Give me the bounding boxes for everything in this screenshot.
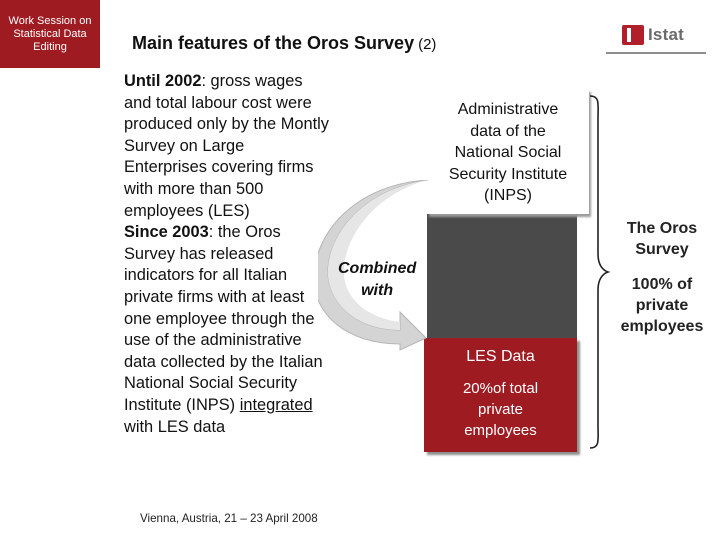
- les-data-title: LES Data: [466, 348, 535, 365]
- admin-data-line-2: data of the: [470, 122, 546, 140]
- oros-survey-label: The Oros Survey: [608, 218, 716, 260]
- slide-title: Main features of the Oros Survey (2): [132, 33, 436, 54]
- oros-coverage-line-3: employees: [620, 318, 704, 335]
- combined-with-label: Combined with: [338, 258, 416, 302]
- oros-coverage-line-1: 100% of: [631, 276, 693, 293]
- admin-data-line-1: Administrative: [457, 101, 559, 118]
- body-lead-2003: Since 2003: [124, 223, 209, 242]
- right-brace-icon: [589, 95, 611, 449]
- istat-logo-icon: [622, 25, 644, 45]
- body-text: Until 2002: gross wages and total labour…: [124, 71, 329, 438]
- footer-text: Vienna, Austria, 21 – 23 April 2008: [140, 512, 318, 525]
- body-text-tail: with LES data: [124, 417, 226, 436]
- session-tab-line-1: Work Session on: [8, 14, 92, 27]
- session-tab: Work Session on Statistical Data Editing: [0, 0, 100, 68]
- admin-data-line-4: Security Institute: [448, 165, 568, 183]
- slide-title-suffix: (2): [418, 36, 437, 53]
- curved-arrow-icon: [318, 180, 429, 351]
- body-text-2003: : the Oros Survey has released indicator…: [124, 223, 323, 414]
- istat-logo-text: Istat: [648, 25, 684, 44]
- istat-logo: Istat: [622, 24, 684, 46]
- oros-coverage-label: 100% of private employees: [608, 274, 716, 337]
- les-data-sub: 20%of total private employees: [424, 378, 577, 441]
- session-tab-line-3: Editing: [33, 40, 67, 53]
- body-lead-2002: Until 2002: [124, 72, 202, 90]
- oros-coverage-line-2: private: [635, 297, 689, 314]
- les-sub-line-2: private: [477, 401, 524, 418]
- connector-panel: [427, 214, 577, 338]
- combined-label-line-2: with: [361, 282, 394, 299]
- admin-data-box: Administrative data of the National Soci…: [427, 89, 589, 214]
- header-rule: [606, 52, 706, 54]
- oros-label-line-1: The Oros: [626, 220, 698, 237]
- les-data-box: LES Data 20%of total private employees: [424, 338, 577, 452]
- body-text-2002: : gross wages and total labour cost were…: [124, 72, 330, 220]
- session-tab-line-2: Statistical Data: [13, 27, 87, 40]
- oros-label-line-2: Survey: [635, 241, 689, 258]
- combined-label-line-1: Combined: [338, 260, 417, 277]
- les-sub-line-1: 20%of total: [462, 380, 539, 397]
- admin-data-line-5: (INPS): [484, 187, 532, 205]
- body-underlined-word: integrated: [239, 395, 313, 414]
- admin-data-line-3: National Social: [454, 144, 562, 162]
- slide-title-text: Main features of the Oros Survey: [132, 33, 415, 53]
- les-sub-line-3: employees: [464, 422, 537, 439]
